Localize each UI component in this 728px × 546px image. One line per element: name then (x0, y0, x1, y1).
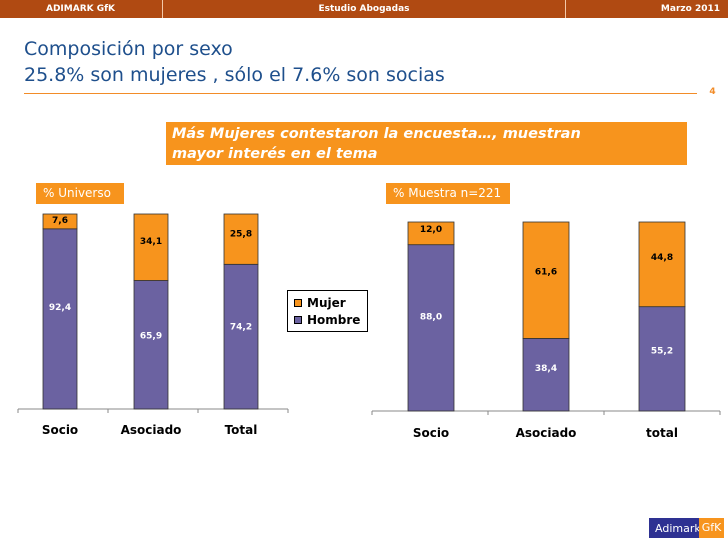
legend-item-mujer: Mujer (294, 295, 346, 311)
header-date: Marzo 2011 (660, 4, 720, 14)
legend-label-mujer: Mujer (307, 296, 346, 310)
category-label-muestra-1: Asociado (516, 426, 577, 440)
chart-muestra-title: % Muestra n=221 (386, 183, 510, 204)
bar-hombre-muestra-0 (407, 244, 455, 412)
bar-mujer-muestra-2 (638, 221, 686, 308)
data-label-hombre-muestra-0: 88,0 (420, 313, 442, 323)
callout-line1: Más Mujeres contestaron la encuesta…, mu… (172, 126, 581, 142)
bar-hombre-muestra-1 (522, 338, 570, 412)
callout-line2: mayor interés en el tema (172, 146, 378, 162)
chart-legend: Mujer Hombre (287, 290, 368, 332)
header-study-name: Estudio Abogadas (318, 4, 410, 14)
header-separator (162, 0, 163, 18)
header-separator (565, 0, 566, 18)
highlight-callout: Más Mujeres contestaron la encuesta…, mu… (166, 122, 687, 165)
data-label-mujer-muestra-0: 12,0 (420, 225, 442, 235)
bar-mujer-muestra-0 (407, 221, 455, 246)
page-number: 4 (697, 82, 728, 102)
top-bar: ADIMARK GfK Estudio Abogadas Marzo 2011 (0, 0, 728, 18)
legend-label-hombre: Hombre (307, 313, 361, 327)
chart-universo-title: % Universo (36, 183, 124, 204)
adimark-gfk-logo: Adimark GfK (649, 518, 724, 538)
slide-title-line2: 25.8% son mujeres , sólo el 7.6% son soc… (24, 64, 445, 86)
data-label-mujer-universo-1: 34,1 (140, 237, 162, 247)
legend-swatch-mujer (294, 298, 302, 307)
data-label-hombre-universo-2: 74,2 (230, 322, 252, 332)
data-label-hombre-muestra-1: 38,4 (535, 364, 557, 374)
data-label-hombre-universo-1: 65,9 (140, 331, 162, 341)
data-label-mujer-universo-0: 7,6 (52, 216, 68, 226)
title-rule (24, 93, 728, 94)
data-label-mujer-muestra-2: 44,8 (651, 253, 673, 263)
bar-hombre-universo-0 (42, 228, 78, 410)
bar-hombre-universo-1 (133, 280, 169, 410)
category-label-universo-2: Total (225, 423, 258, 437)
bar-hombre-muestra-2 (638, 306, 686, 412)
bar-hombre-universo-2 (223, 263, 259, 410)
data-label-mujer-universo-2: 25,8 (230, 230, 252, 240)
bar-mujer-universo-1 (133, 213, 169, 281)
slide-title-line1: Composición por sexo (24, 38, 233, 60)
bar-mujer-universo-0 (42, 213, 78, 230)
legend-swatch-hombre (294, 315, 302, 324)
slide-title: Composición por sexo 25.8% son mujeres ,… (24, 36, 445, 88)
data-label-mujer-muestra-1: 61,6 (535, 267, 557, 277)
category-label-universo-0: Socio (42, 423, 78, 437)
logo-suffix: GfK (699, 518, 724, 538)
legend-item-hombre: Hombre (294, 312, 360, 328)
data-label-hombre-universo-0: 92,4 (49, 303, 71, 313)
bar-mujer-muestra-1 (522, 221, 570, 339)
category-label-universo-1: Asociado (121, 423, 182, 437)
category-label-muestra-0: Socio (413, 426, 449, 440)
logo-brand: Adimark (655, 521, 701, 535)
bar-mujer-universo-2 (223, 213, 259, 265)
data-label-hombre-muestra-2: 55,2 (651, 347, 673, 357)
category-label-muestra-2: total (646, 426, 678, 440)
header-company: ADIMARK GfK (46, 4, 116, 14)
